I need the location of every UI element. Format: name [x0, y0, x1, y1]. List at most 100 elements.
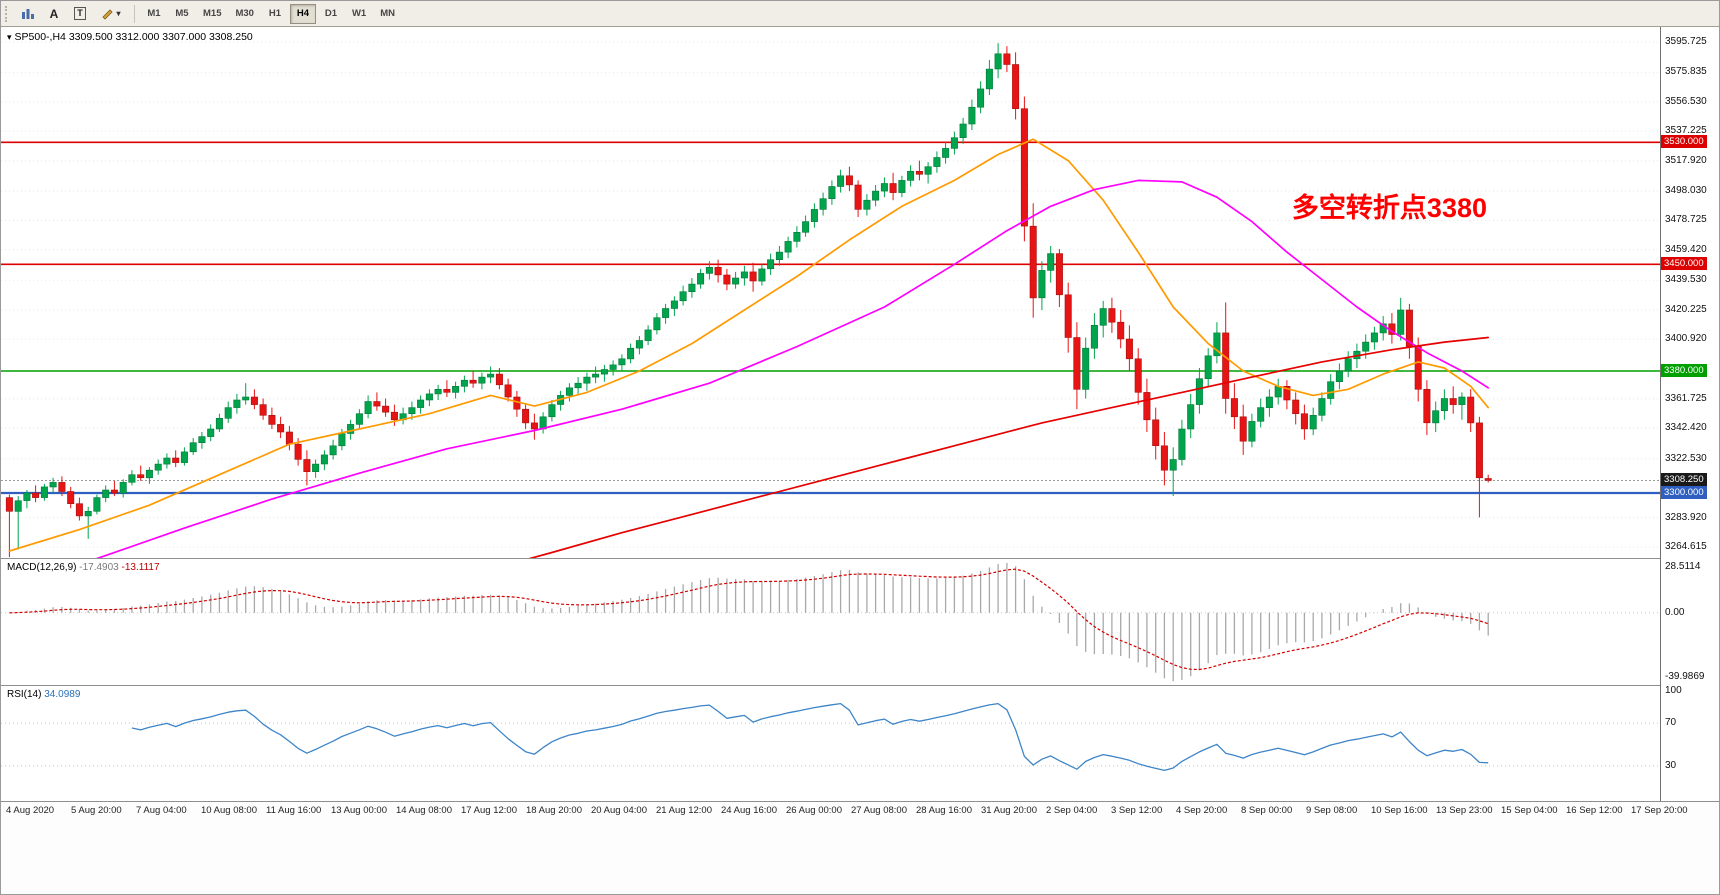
macd-canvas[interactable]	[1, 559, 1660, 685]
horizontal-levels-layer	[1, 141, 1660, 495]
timeframe-button-h1[interactable]: H1	[262, 4, 288, 24]
draw-tools-dropdown[interactable]: ▾	[94, 4, 128, 24]
price-tick-label: 3439.530	[1665, 274, 1707, 285]
price-level-badge: 3450.000	[1661, 257, 1707, 270]
text-box-button[interactable]: T	[68, 4, 92, 24]
collapse-arrow-icon[interactable]: ▾	[7, 32, 12, 42]
rsi-axis-label: 70	[1665, 717, 1677, 728]
time-label: 27 Aug 08:00	[851, 805, 907, 816]
annotation-text: 多空转折点3380	[1291, 193, 1487, 223]
time-label: 17 Sep 20:00	[1631, 805, 1688, 816]
timeframe-button-m5[interactable]: M5	[169, 4, 195, 24]
candles-layer	[5, 43, 1492, 558]
price-tick-label: 3459.420	[1665, 244, 1707, 255]
macd-axis-label: -39.9869	[1665, 671, 1705, 682]
rsi-line	[131, 702, 1489, 772]
time-label: 10 Aug 08:00	[201, 805, 257, 816]
letter-a-glyph: A	[49, 6, 59, 21]
timeframe-toolbar: M1 M5 M15 M30 H1 H4 D1 W1 MN	[140, 3, 402, 24]
macd-name: MACD(12,26,9)	[7, 562, 77, 573]
macd-axis-label: 28.5114	[1665, 561, 1701, 572]
price-tick-label: 3537.225	[1665, 125, 1707, 136]
price-tick-label: 3283.920	[1665, 512, 1707, 523]
time-label: 26 Aug 00:00	[786, 805, 842, 816]
text-label-button[interactable]: A	[42, 4, 66, 24]
grid-layer	[1, 41, 1660, 548]
ohlc-values: 3309.500 3312.000 3307.000 3308.250	[68, 31, 253, 43]
time-label: 15 Sep 04:00	[1501, 805, 1558, 816]
timeframe-button-w1[interactable]: W1	[346, 4, 372, 24]
price-tick-label: 3400.920	[1665, 333, 1707, 344]
macd-histogram	[17, 562, 1489, 682]
timeframe-button-mn[interactable]: MN	[374, 4, 401, 24]
price-level-badge: 3300.000	[1661, 486, 1707, 499]
timeframe-button-m1[interactable]: M1	[141, 4, 167, 24]
price-tick-label: 3556.530	[1665, 96, 1707, 107]
symbol-ohlc-header: ▾ SP500-,H4 3309.500 3312.000 3307.000 33…	[7, 31, 253, 43]
price-tick-label: 3517.920	[1665, 155, 1707, 166]
time-label: 28 Aug 16:00	[916, 805, 972, 816]
price-tick-label: 3595.725	[1665, 36, 1707, 47]
price-level-badge: 3380.000	[1661, 364, 1707, 377]
time-label: 14 Aug 08:00	[396, 805, 452, 816]
time-label: 18 Aug 20:00	[526, 805, 582, 816]
timeframe-button-m30[interactable]: M30	[229, 4, 259, 24]
price-tick-label: 3264.615	[1665, 541, 1707, 552]
text-box-icon: T	[74, 7, 86, 20]
time-label: 16 Sep 12:00	[1566, 805, 1623, 816]
rsi-axis-label: 100	[1665, 685, 1682, 696]
bar-chart-icon	[22, 9, 34, 19]
time-label: 8 Sep 00:00	[1241, 805, 1293, 816]
time-label: 17 Aug 12:00	[461, 805, 517, 816]
price-tick-label: 3420.225	[1665, 304, 1707, 315]
macd-axis-label: 0.00	[1665, 607, 1685, 618]
ma-medium-line	[96, 179, 1490, 558]
time-label: 7 Aug 04:00	[136, 805, 187, 816]
time-label: 5 Aug 20:00	[71, 805, 122, 816]
rsi-name: RSI(14)	[7, 689, 42, 700]
macd-label: MACD(12,26,9) -17.4903 -13.1117	[7, 562, 160, 573]
rsi-levels	[1, 722, 1660, 767]
price-tick-label: 3361.725	[1665, 393, 1707, 404]
time-label: 31 Aug 20:00	[981, 805, 1037, 816]
pane-separator[interactable]	[1, 685, 1719, 686]
price-chart-canvas[interactable]	[1, 27, 1660, 558]
price-tick-label: 3575.835	[1665, 66, 1707, 77]
price-axis[interactable]: 3595.725 3575.835 3556.530 3537.225 3517.920…	[1661, 27, 1719, 801]
toolbar: A T ▾ M1 M5 M15 M30 H1 H4 D1 W1 MN	[1, 1, 1719, 27]
macd-main-value: -17.4903	[79, 562, 119, 573]
time-label: 11 Aug 16:00	[266, 805, 322, 816]
time-label: 24 Aug 16:00	[721, 805, 777, 816]
timeframe-button-h4[interactable]: H4	[289, 3, 316, 24]
pane-separator[interactable]	[1, 558, 1719, 559]
toolbar-grip[interactable]	[5, 5, 11, 22]
time-label: 20 Aug 04:00	[591, 805, 647, 816]
time-label: 13 Aug 00:00	[331, 805, 387, 816]
time-label: 4 Sep 20:00	[1176, 805, 1228, 816]
price-tick-label: 3322.530	[1665, 453, 1707, 464]
ma-fast-line	[8, 138, 1490, 552]
time-label: 2 Sep 04:00	[1046, 805, 1098, 816]
rsi-canvas[interactable]	[1, 686, 1660, 801]
pencil-icon	[102, 9, 114, 20]
time-label: 13 Sep 23:00	[1436, 805, 1493, 816]
toolbar-separator	[134, 4, 135, 23]
time-axis[interactable]: 4 Aug 2020 5 Aug 20:00 7 Aug 04:00 10 Aug 0…	[1, 802, 1719, 894]
time-label: 4 Aug 2020	[6, 805, 55, 816]
symbol-title: SP500-,H4	[14, 31, 66, 43]
time-label: 9 Sep 08:00	[1306, 805, 1358, 816]
timeframe-button-d1[interactable]: D1	[318, 4, 344, 24]
price-tick-label: 3478.725	[1665, 214, 1707, 225]
timeframe-button-m15[interactable]: M15	[197, 4, 227, 24]
pane-separator[interactable]	[1, 801, 1719, 802]
time-label: 3 Sep 12:00	[1111, 805, 1163, 816]
rsi-label: RSI(14) 34.0989	[7, 689, 80, 700]
price-axis-separator	[1660, 27, 1661, 801]
time-label: 10 Sep 16:00	[1371, 805, 1428, 816]
rsi-value: 34.0989	[44, 689, 81, 700]
rsi-axis-label: 30	[1665, 760, 1677, 771]
bar-chart-icon-button[interactable]	[16, 4, 40, 24]
ma-slow-line	[528, 336, 1490, 558]
price-tick-label: 3342.420	[1665, 422, 1707, 433]
